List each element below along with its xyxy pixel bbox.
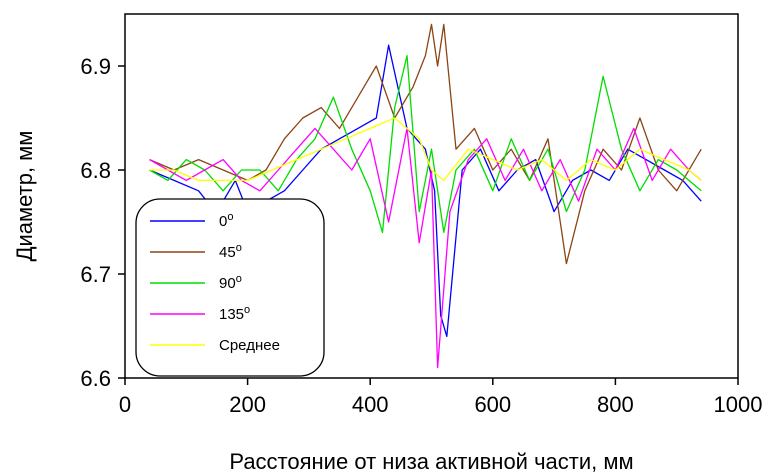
plot-frame bbox=[124, 13, 739, 379]
y-tick-label: 6.8 bbox=[80, 158, 111, 183]
legend-label: Среднее bbox=[219, 337, 280, 354]
x-tick-label: 200 bbox=[229, 392, 266, 417]
series-line-0 bbox=[149, 44, 702, 338]
x-tick-label: 0 bbox=[119, 392, 131, 417]
x-tick-label: 800 bbox=[597, 392, 634, 417]
y-tick-label: 6.7 bbox=[80, 262, 111, 287]
y-axis-title: Диаметр, мм bbox=[12, 131, 37, 262]
y-tick-label: 6.9 bbox=[80, 54, 111, 79]
legend-box bbox=[135, 198, 325, 377]
x-axis-title: Расстояние от низа активной части, мм bbox=[229, 449, 633, 474]
x-tick-label: 1000 bbox=[714, 392, 763, 417]
x-tick-label: 400 bbox=[352, 392, 389, 417]
y-tick-label: 6.6 bbox=[80, 366, 111, 391]
series-line-2 bbox=[149, 54, 702, 234]
legend-label: 135o bbox=[219, 304, 250, 323]
series-line-1 bbox=[149, 23, 702, 265]
x-tick-label: 600 bbox=[474, 392, 511, 417]
series-line-4 bbox=[149, 117, 702, 182]
series-layer bbox=[149, 23, 702, 369]
ticks-layer: 0 200 400 600 800 1000 6.6 6.7 6.8 6.9 bbox=[80, 54, 762, 417]
